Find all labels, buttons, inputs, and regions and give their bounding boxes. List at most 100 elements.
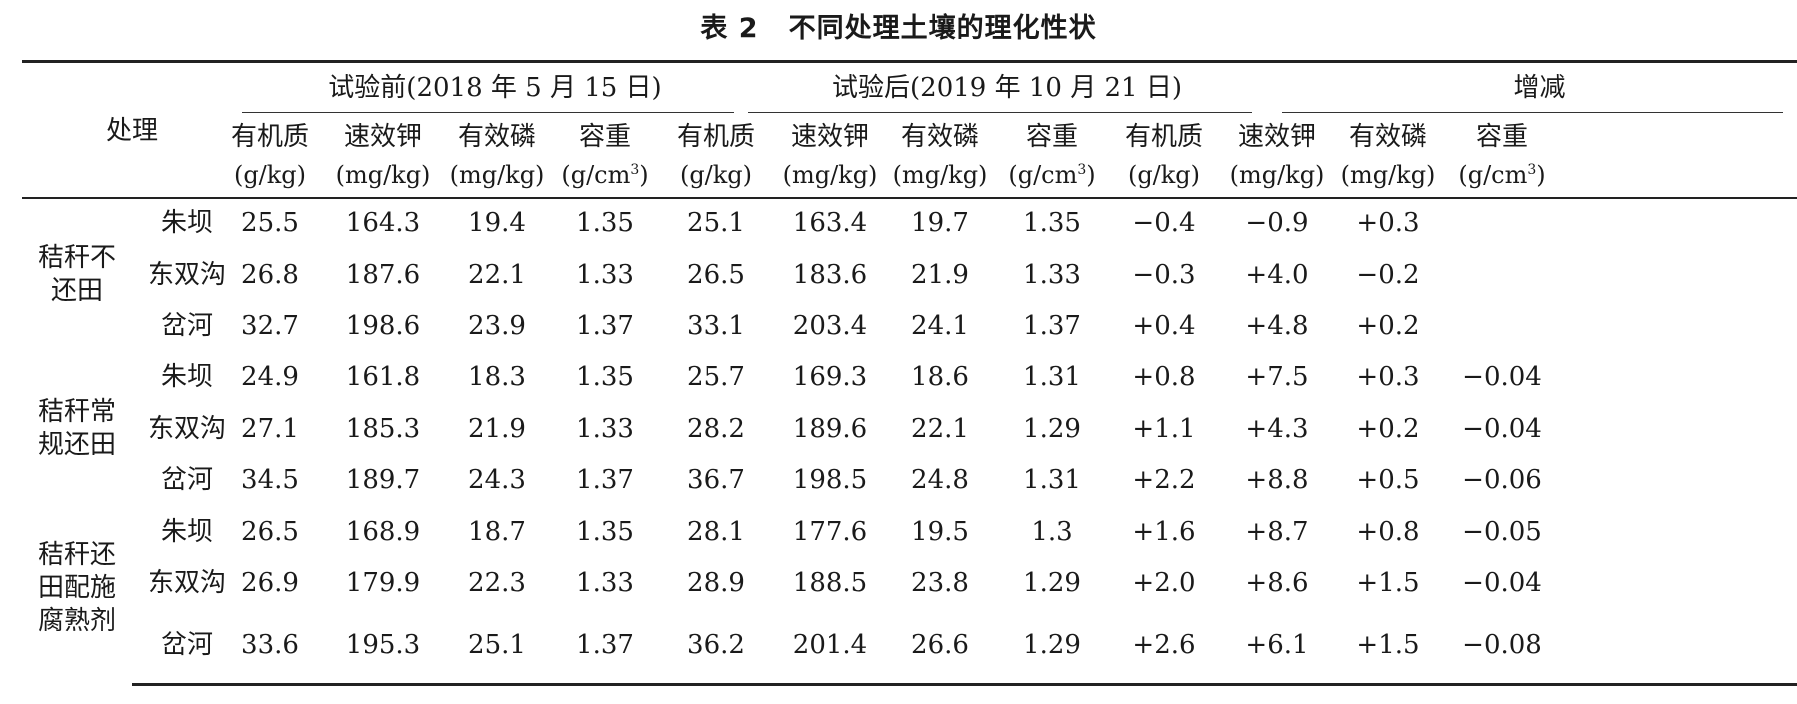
treatment-label-line: 规还田 [37, 429, 116, 460]
table-cell: +0.3 [1356, 362, 1420, 392]
treatment-label-line: 腐熟剂 [37, 606, 116, 636]
table-cell: 26.6 [911, 630, 969, 660]
table-cell: 1.3 [1031, 517, 1073, 547]
table-cell: 26.5 [687, 260, 745, 290]
table-cell: 24.1 [911, 311, 969, 341]
column-name: 有效磷 [1348, 122, 1427, 152]
table-cell: 198.6 [345, 311, 421, 341]
table-cell: 1.37 [576, 465, 634, 495]
group-header: 增减 [1513, 73, 1566, 103]
table-cell: 187.6 [345, 260, 421, 290]
table-cell: 183.6 [792, 260, 868, 290]
column-header: 有机质 (g/kg) [1102, 118, 1226, 194]
table-cell: 201.4 [792, 630, 868, 660]
table-cell: 27.1 [241, 414, 299, 444]
column-name: 容重 [1025, 122, 1078, 152]
column-name: 有效磷 [457, 122, 536, 152]
table-cell: 1.31 [1023, 465, 1081, 495]
bottom-rule [132, 683, 1797, 686]
group-rule [1282, 112, 1783, 113]
treatment-label: 秸秆常 规还田 [22, 396, 132, 462]
table-cell: 21.9 [468, 414, 526, 444]
table-cell: 19.5 [911, 517, 969, 547]
column-header: 容重 (g/cm3) [543, 118, 667, 194]
table-cell: 1.29 [1023, 414, 1081, 444]
table-cell: 28.2 [687, 414, 745, 444]
table-cell: 1.29 [1023, 568, 1081, 598]
table-cell: 189.6 [792, 414, 868, 444]
column-unit: (mg/kg) [1340, 161, 1436, 189]
table-cell: 34.5 [241, 465, 299, 495]
table-cell: 1.33 [576, 260, 634, 290]
table-cell: 33.6 [241, 630, 299, 660]
column-name: 速效钾 [790, 122, 869, 152]
table-cell: +4.8 [1245, 311, 1309, 341]
site-cell: 岔河 [160, 630, 213, 660]
column-header: 有机质 (g/kg) [654, 118, 778, 194]
table-cell: 1.33 [576, 414, 634, 444]
table-cell: 25.1 [468, 630, 526, 660]
table-cell: 1.35 [576, 517, 634, 547]
site-cell: 东双沟 [147, 260, 226, 290]
table-cell: 28.1 [687, 517, 745, 547]
table-cell: 179.9 [345, 568, 421, 598]
treatment-label-line: 秸秆不 [37, 242, 116, 273]
column-unit: (mg/kg) [782, 161, 878, 189]
table-cell: +2.6 [1132, 630, 1196, 660]
column-header: 有效磷 (mg/kg) [1326, 118, 1450, 194]
table-cell: 25.7 [687, 362, 745, 392]
column-name: 有机质 [230, 122, 309, 152]
site-cell: 朱坝 [160, 517, 213, 547]
table-cell: −0.4 [1132, 208, 1196, 238]
table-cell: +0.8 [1132, 362, 1196, 392]
table-cell: −0.2 [1356, 260, 1420, 290]
treatment-label: 秸秆还 田配施 腐熟剂 [22, 539, 132, 638]
column-name: 速效钾 [343, 122, 422, 152]
column-unit: (mg/kg) [449, 161, 545, 189]
column-name: 速效钾 [1237, 122, 1316, 152]
column-unit: (g/kg) [233, 161, 307, 189]
table-cell: 24.3 [468, 465, 526, 495]
table-cell: −0.04 [1462, 568, 1542, 598]
column-header: 速效钾 (mg/kg) [1215, 118, 1339, 194]
table-cell: 189.7 [345, 465, 421, 495]
table-cell: 24.9 [241, 362, 299, 392]
table-cell: 198.5 [792, 465, 868, 495]
site-cell: 东双沟 [147, 414, 226, 444]
column-name: 有机质 [676, 122, 755, 152]
column-header: 有效磷 (mg/kg) [435, 118, 559, 194]
table-cell: 164.3 [345, 208, 421, 238]
column-unit: (g/cm3) [1008, 161, 1096, 189]
table-cell: 1.33 [576, 568, 634, 598]
table-cell: 161.8 [345, 362, 421, 392]
treatment-label-line: 秸秆还 [37, 540, 116, 570]
table-cell: 203.4 [792, 311, 868, 341]
column-header: 速效钾 (mg/kg) [321, 118, 445, 194]
column-unit: (mg/kg) [335, 161, 431, 189]
table-cell: 28.9 [687, 568, 745, 598]
group-rule [242, 112, 734, 113]
column-header: 容重 (g/cm3) [990, 118, 1114, 194]
table-cell: 185.3 [345, 414, 421, 444]
unit-superscript: 3 [630, 162, 640, 178]
column-name: 有机质 [1124, 122, 1203, 152]
table-cell: −0.9 [1245, 208, 1309, 238]
table-cell: +0.4 [1132, 311, 1196, 341]
site-cell: 朱坝 [160, 208, 213, 238]
column-unit: (mg/kg) [1229, 161, 1325, 189]
table-cell: 23.8 [911, 568, 969, 598]
table-cell: 22.1 [911, 414, 969, 444]
table-cell: +1.5 [1356, 630, 1420, 660]
table-cell: 22.3 [468, 568, 526, 598]
column-name: 容重 [1475, 122, 1528, 152]
table-cell: 21.9 [911, 260, 969, 290]
table-cell: +8.7 [1245, 517, 1309, 547]
column-unit: (g/kg) [679, 161, 753, 189]
table-cell: 1.35 [576, 362, 634, 392]
table-cell: +0.8 [1356, 517, 1420, 547]
table-cell: 25.5 [241, 208, 299, 238]
column-unit: (g/cm3) [1458, 161, 1546, 189]
table-cell: 25.1 [687, 208, 745, 238]
site-cell: 岔河 [160, 311, 213, 341]
site-cell: 朱坝 [160, 362, 213, 392]
